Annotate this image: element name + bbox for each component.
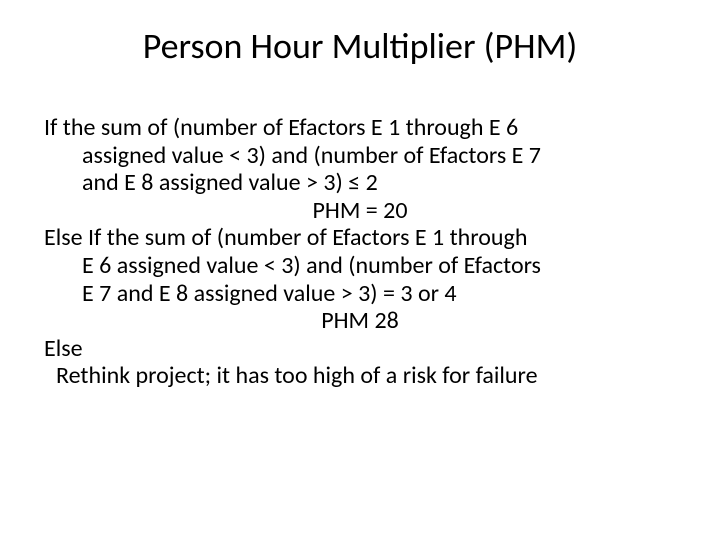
text-line: PHM = 20 — [44, 197, 676, 225]
text-line: Else If the sum of (number of Efactors E… — [44, 224, 676, 252]
text-line: Rethink project; it has too high of a ri… — [44, 362, 676, 390]
text-line: Else — [44, 335, 676, 363]
text-line: assigned value < 3) and (number of Efact… — [44, 142, 676, 170]
slide-body: If the sum of (number of Efactors E 1 th… — [44, 114, 676, 390]
text-line: PHM 28 — [44, 307, 676, 335]
text-line: E 7 and E 8 assigned value > 3) = 3 or 4 — [44, 280, 676, 308]
slide-container: Person Hour Multiplier (PHM) If the sum … — [0, 0, 720, 540]
slide-title: Person Hour Multiplier (PHM) — [44, 24, 676, 68]
text-line: If the sum of (number of Efactors E 1 th… — [44, 114, 676, 142]
text-line: and E 8 assigned value > 3) ≤ 2 — [44, 169, 676, 197]
text-line: E 6 assigned value < 3) and (number of E… — [44, 252, 676, 280]
